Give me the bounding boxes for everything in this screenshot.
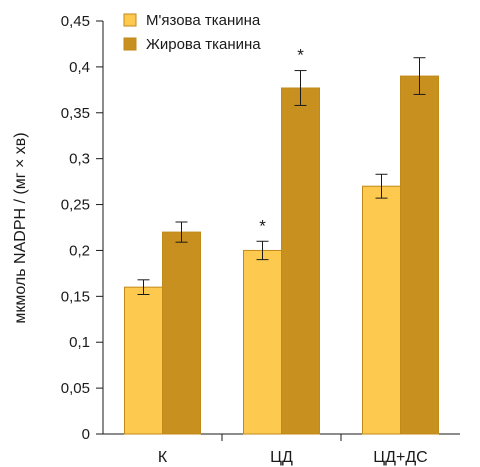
significance-label: * [297,46,304,65]
bar [362,185,401,435]
bar [281,87,320,435]
x-tick-label: ЦД+ДС [373,449,427,466]
bar [243,249,282,435]
bars: ** [124,46,439,435]
legend: М'язова тканина Жирова тканина [123,12,261,53]
axes: 0 0,05 0,1 0,15 0,2 0,25 0,3 0,35 0,4 0,45 К ЦД ЦД+Д… [61,13,460,466]
y-tick-label: 0,1 [69,334,90,351]
bar [400,75,439,435]
bar [162,231,201,435]
legend-label: Жирова тканина [146,36,261,53]
x-tick-label: ЦД [270,449,293,466]
x-tick-label: К [158,449,168,466]
y-tick-label: 0,05 [61,380,90,397]
legend-swatch [123,13,137,27]
significance-label: * [259,216,266,235]
bar [124,286,163,435]
y-tick-label: 0,25 [61,197,90,214]
y-axis-title: мкмоль NADPH / (мг × хв) [12,132,29,323]
y-tick-label: 0,45 [61,13,90,30]
y-tick-label: 0,2 [69,242,90,259]
legend-swatch [123,37,137,51]
legend-label: М'язова тканина [146,12,261,29]
y-tick-label: 0,4 [69,59,90,76]
y-tick-label: 0,3 [69,151,90,168]
y-tick-label: 0 [82,426,90,443]
y-tick-label: 0,35 [61,105,90,122]
y-tick-label: 0,15 [61,288,90,305]
